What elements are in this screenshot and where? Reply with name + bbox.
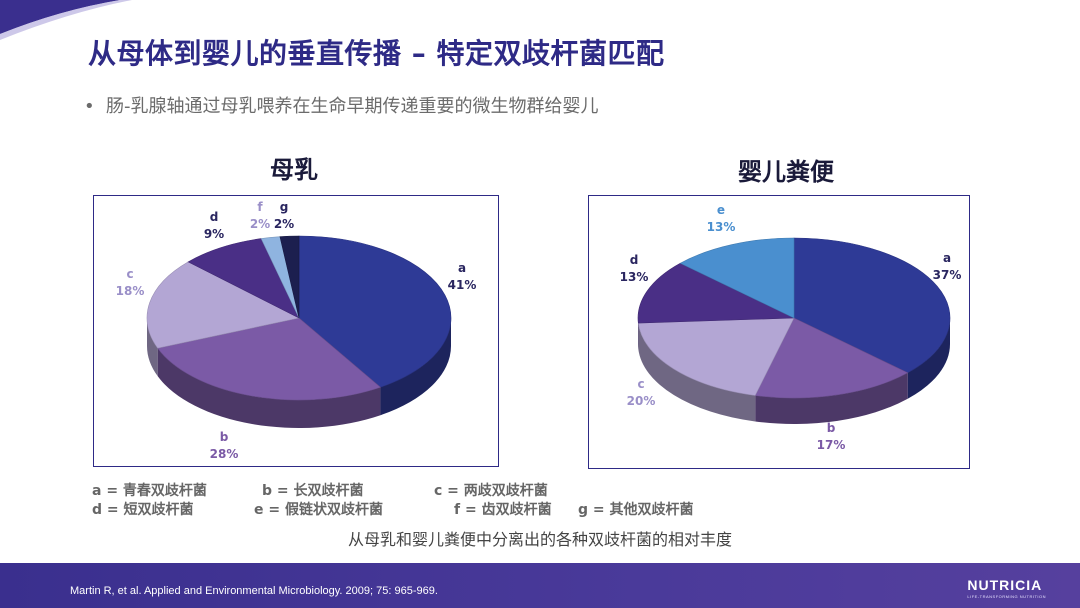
corner-decoration [0, 0, 132, 40]
pie-slice-b [754, 317, 909, 399]
slice-value-a: 41% [448, 278, 477, 292]
legend-item-a: a = 青春双歧杆菌 [92, 483, 207, 499]
pie-side-a [380, 318, 451, 416]
slice-value-b: 17% [817, 438, 846, 452]
slice-value-f: 2% [250, 217, 270, 231]
page-title: 从母体到婴儿的垂直传播 – 特定双歧杆菌匹配 [88, 37, 665, 70]
citation: Martin R, et al. Applied and Environment… [70, 585, 438, 597]
nutricia-logo: NUTRICIA LIFE-TRANSFORMING NUTRITION [967, 577, 1046, 599]
slice-value-g: 2% [274, 217, 294, 231]
slice-value-c: 20% [627, 394, 656, 408]
chart-title-breast-milk: 母乳 [270, 156, 318, 184]
slice-label-g: g [280, 200, 289, 214]
pie-slice-b [157, 317, 382, 401]
slice-label-b: b [220, 430, 229, 444]
pie-side-b [755, 372, 908, 424]
pie-slice-a [298, 235, 452, 388]
slice-label-c: c [637, 377, 644, 391]
chart-infant-feces: a 37% b 17% c 20% d 13% e 13% [588, 195, 970, 469]
pie-slice-g [279, 235, 300, 319]
slice-label-d: d [630, 253, 639, 267]
slice-label-d: d [210, 210, 219, 224]
pie-slice-d [637, 262, 795, 324]
slice-value-c: 18% [116, 284, 145, 298]
slice-label-c: c [126, 267, 133, 281]
pie-chart-infant-feces: a 37% b 17% c 20% d 13% e 13% [620, 203, 962, 452]
legend-item-c: c = 两歧双歧杆菌 [434, 483, 548, 499]
pie-slice-d [187, 238, 300, 319]
slice-value-d: 9% [204, 227, 224, 241]
figure-caption: 从母乳和婴儿粪便中分离出的各种双歧杆菌的相对丰度 [347, 530, 732, 549]
bullet-dot-icon: • [84, 96, 95, 117]
slice-value-d: 13% [620, 270, 649, 284]
slice-label-e: e [717, 203, 725, 217]
slice-label-f: f [257, 200, 263, 214]
chart-breast-milk: a 41% b 28% c 18% d 9% f 2% g 2% [93, 195, 499, 467]
legend-item-g: g = 其他双歧杆菌 [578, 502, 694, 518]
pie-slice-c [637, 317, 795, 396]
footer-bar: Martin R, et al. Applied and Environment… [0, 563, 1080, 608]
bullet-text: 肠-乳腺轴通过母乳喂养在生命早期传递重要的微生物群给婴儿 [106, 96, 599, 117]
chart-title-infant-feces: 婴儿粪便 [738, 158, 834, 186]
logo-brand: NUTRICIA [967, 577, 1043, 593]
slice-value-a: 37% [933, 268, 962, 282]
pie-chart-breast-milk: a 41% b 28% c 18% d 9% f 2% g 2% [116, 200, 477, 461]
slice-label-a: a [458, 261, 466, 275]
logo-tagline: LIFE-TRANSFORMING NUTRITION [967, 594, 1046, 599]
pie-side-c [147, 318, 158, 377]
slice-label-b: b [827, 421, 836, 435]
legend-item-f: f = 齿双歧杆菌 [454, 502, 552, 518]
slice-value-b: 28% [210, 447, 239, 461]
slice-label-a: a [943, 251, 951, 265]
legend-item-b: b = 长双歧杆菌 [262, 483, 364, 499]
legend-item-e: e = 假链状双歧杆菌 [254, 502, 383, 518]
pie-slice-e [679, 237, 795, 319]
pie-slice-c [146, 261, 300, 349]
legend-item-d: d = 短双歧杆菌 [92, 502, 194, 518]
pie-side-c [638, 323, 756, 422]
slice-value-e: 13% [707, 220, 736, 234]
pie-slice-a [793, 237, 951, 374]
bullet-point: • 肠-乳腺轴通过母乳喂养在生命早期传递重要的微生物群给婴儿 [84, 92, 599, 118]
pie-side-b [157, 348, 381, 428]
